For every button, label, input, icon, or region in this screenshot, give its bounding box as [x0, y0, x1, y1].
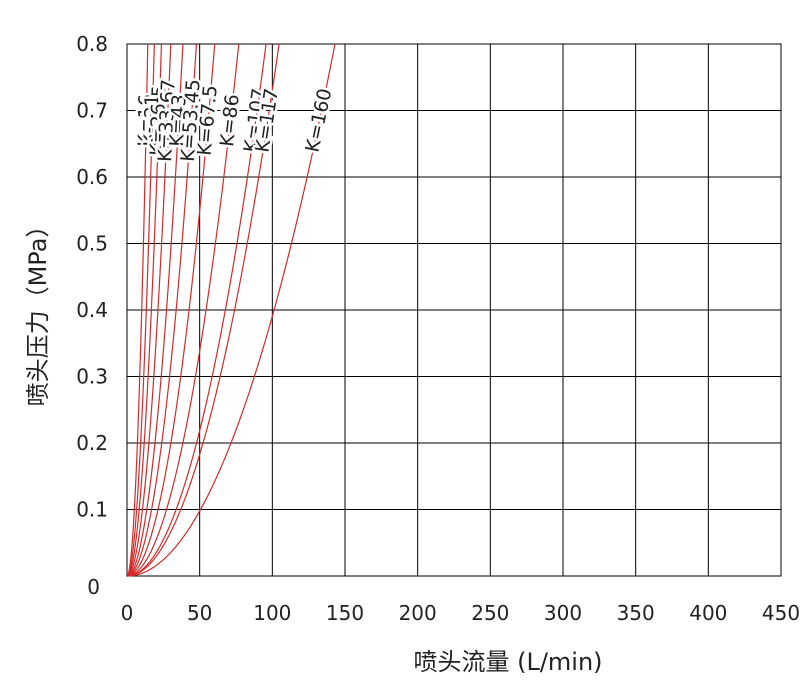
curve-label-halo: K=21: [140, 94, 163, 147]
y-tick-label: 0.7: [76, 99, 108, 123]
curve-label-halo: K=43: [166, 94, 191, 148]
y-axis-title: 喷头压力（MPa）: [24, 214, 52, 407]
series-curve: [126, 43, 216, 577]
x-tick-label: 150: [326, 601, 364, 625]
x-tick-label: 200: [399, 601, 437, 625]
series-curve: [126, 43, 163, 577]
plot-frame: [126, 43, 782, 577]
x-axis-title: 喷头流量 (L/min): [413, 648, 602, 676]
y-tick-labels: 0 0.1 0.2 0.3 0.4 0.5 0.6 0.7 0.8: [76, 32, 108, 599]
series-curve: [126, 43, 280, 577]
series-curve: [126, 43, 172, 577]
x-tick-label: 250: [471, 601, 509, 625]
curve-label: K=26.5: [146, 85, 170, 156]
x-tick-labels: 0 50 100 150 200 250 300 350 400 450: [121, 601, 800, 625]
x-tick-label: 100: [253, 601, 291, 625]
y-tick-label: 0.1: [76, 498, 108, 522]
curve-label: K=33.67: [154, 79, 180, 163]
curve-label: K=21: [140, 94, 163, 147]
series-curve: [126, 43, 184, 577]
y-tick-label: 0.4: [76, 298, 108, 322]
x-tick-label: 50: [187, 601, 212, 625]
curve-label-halo: K=26.5: [146, 85, 170, 156]
series-curve: [126, 43, 240, 577]
series-curve: [126, 43, 336, 577]
x-tick-label: 350: [617, 601, 655, 625]
curve-label-halo: K=16: [134, 94, 157, 147]
y-tick-label: 0.6: [76, 165, 108, 189]
series-curve: [126, 43, 155, 577]
y-tick-label: 0: [87, 575, 100, 599]
series-curve: [126, 43, 149, 577]
y-tick-label: 0.3: [76, 365, 108, 389]
series-curves: [126, 43, 336, 577]
curve-label: K=43: [166, 94, 191, 148]
y-tick-label: 0.8: [76, 32, 108, 56]
grid: [126, 43, 782, 577]
x-tick-label: 0: [121, 601, 134, 625]
series-curve: [126, 43, 267, 577]
series-curve: [126, 43, 198, 577]
y-tick-label: 0.5: [76, 232, 108, 256]
curve-label: K=16: [134, 94, 157, 147]
x-tick-label: 300: [544, 601, 582, 625]
x-tick-label: 450: [762, 601, 800, 625]
x-tick-label: 400: [689, 601, 727, 625]
y-tick-label: 0.2: [76, 431, 108, 455]
